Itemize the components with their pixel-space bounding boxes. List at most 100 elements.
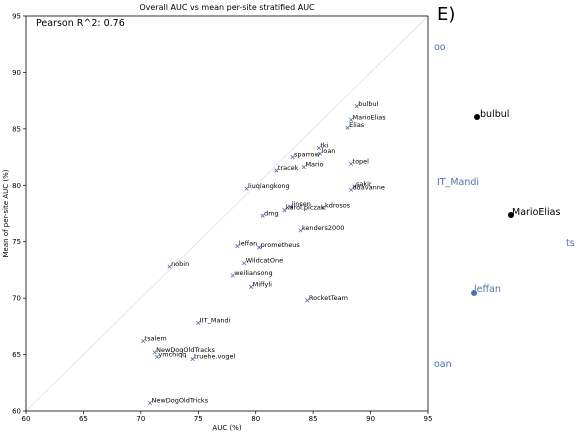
point-marker xyxy=(141,338,146,344)
point-label: liuqiangkong xyxy=(248,182,290,190)
side-label-oan: oan xyxy=(434,359,452,370)
side-label-ts: ts xyxy=(566,238,575,249)
data-point-elias: Elias xyxy=(345,121,365,130)
panel-letter: E) xyxy=(437,4,456,25)
side-label-oo: oo xyxy=(434,42,446,53)
data-point-leffan: leffan xyxy=(235,240,257,249)
point-label: Elias xyxy=(349,121,365,129)
data-point-prometheus: prometheus xyxy=(257,241,301,250)
data-point-ymchiqq: ymchiqq xyxy=(154,350,186,359)
point-marker xyxy=(257,245,262,250)
point-label: leffan xyxy=(239,240,257,248)
y-axis-label: Mean of per-site AUC (%) xyxy=(2,169,10,257)
point-label: kdrosos xyxy=(325,201,351,209)
point-marker xyxy=(190,357,195,362)
data-point-miffyli: Miffyli xyxy=(249,280,273,289)
side-marker-bulbul xyxy=(474,114,480,120)
point-marker xyxy=(348,161,354,166)
point-marker xyxy=(235,244,240,249)
point-label: Miffyli xyxy=(253,280,273,288)
point-label: tki xyxy=(320,142,328,150)
data-point-truehe-vogel: truehe.vogel xyxy=(190,353,236,362)
data-point-kenders2000: kenders2000 xyxy=(298,224,344,233)
side-label-iit-mandi: IT_Mandi xyxy=(437,177,480,188)
point-marker xyxy=(282,208,287,213)
data-point-nobin: nobin xyxy=(167,260,189,269)
point-marker xyxy=(196,320,201,326)
point-marker xyxy=(354,104,359,109)
x-tick-label: 80 xyxy=(251,415,260,423)
point-marker xyxy=(167,264,172,269)
point-marker xyxy=(242,261,247,266)
point-label: NewDogOldTracks xyxy=(156,346,215,354)
point-marker xyxy=(154,354,160,359)
data-point-sparrow: sparrow xyxy=(290,151,321,160)
point-label: nobin xyxy=(171,260,189,268)
point-label: prometheus xyxy=(261,241,301,249)
data-point-marioelias: MarioElias xyxy=(348,113,387,122)
y-tick-label: 85 xyxy=(12,125,21,133)
data-point-newdogoldtracks: NewDogOldTracks xyxy=(152,346,215,355)
point-label: loan xyxy=(322,147,336,155)
point-label: truehe.vogel xyxy=(194,353,235,361)
x-tick-label: 95 xyxy=(424,415,433,423)
point-label: jinsen xyxy=(291,200,311,208)
point-label: dmg xyxy=(264,209,279,217)
x-tick-label: 75 xyxy=(194,415,203,423)
point-marker xyxy=(290,154,295,160)
data-point-tki: tki xyxy=(316,142,329,151)
point-marker xyxy=(352,184,357,189)
side-marker-marioelias xyxy=(508,212,514,218)
chart-title: Overall AUC vs mean per-site stratified … xyxy=(139,3,315,12)
data-point-loan: loan xyxy=(317,147,336,156)
point-label: RocketTeam xyxy=(309,294,348,302)
point-marker xyxy=(230,273,235,278)
point-marker xyxy=(305,298,310,303)
data-point-liuqiangkong: liuqiangkong xyxy=(244,182,290,191)
point-marker xyxy=(249,284,254,289)
data-point-mario: Mario xyxy=(301,161,324,170)
data-point-rocketteam: RocketTeam xyxy=(305,294,348,303)
side-marker-leffan xyxy=(471,290,477,296)
point-label: karol.piczak xyxy=(286,204,325,212)
x-tick-label: 85 xyxy=(309,415,318,423)
point-label: MarioElias xyxy=(353,113,387,121)
data-point-newdogoldtricks: NewDogOldTricks xyxy=(147,397,209,406)
data-point-dmg: dmg xyxy=(260,209,279,218)
point-label: kenders2000 xyxy=(302,224,344,232)
point-label: ddavanne xyxy=(353,183,385,191)
point-marker xyxy=(348,117,354,122)
point-marker xyxy=(298,228,303,233)
data-point-karol-piczak: karol.piczak xyxy=(282,204,325,213)
point-marker xyxy=(244,186,249,191)
side-label-bulbul: bulbul xyxy=(480,109,510,120)
point-marker xyxy=(345,125,350,130)
point-label: tracek xyxy=(278,164,299,172)
y-tick-label: 60 xyxy=(12,408,21,416)
point-label: NewDogOldTricks xyxy=(152,397,209,405)
point-marker xyxy=(317,151,323,156)
x-axis-label: AUC (%) xyxy=(212,424,241,432)
pearson-annotation: Pearson R^2: 0.76 xyxy=(36,18,125,29)
y-tick-label: 90 xyxy=(12,69,21,77)
point-marker xyxy=(348,187,354,192)
point-marker xyxy=(321,205,326,210)
side-label-leffan: leffan xyxy=(474,284,501,295)
point-label: IIT_Mandi xyxy=(200,316,231,324)
point-marker xyxy=(288,204,293,209)
x-tick-label: 60 xyxy=(22,415,31,423)
x-tick-label: 65 xyxy=(79,415,88,423)
point-label: bulbul xyxy=(358,100,378,108)
data-point-bulbul: bulbul xyxy=(354,100,379,109)
data-point-iit-mandi: IIT_Mandi xyxy=(196,316,231,326)
point-label: ymchiqq xyxy=(158,350,186,358)
point-label: sparrow xyxy=(294,151,321,159)
point-label: topel xyxy=(353,157,370,165)
y-tick-label: 95 xyxy=(12,13,21,21)
x-tick-label: 70 xyxy=(136,415,145,423)
point-marker xyxy=(316,145,321,151)
data-point-jinsen: jinsen xyxy=(288,200,311,209)
x-tick-label: 90 xyxy=(366,415,375,423)
point-label: Mario xyxy=(305,161,323,169)
